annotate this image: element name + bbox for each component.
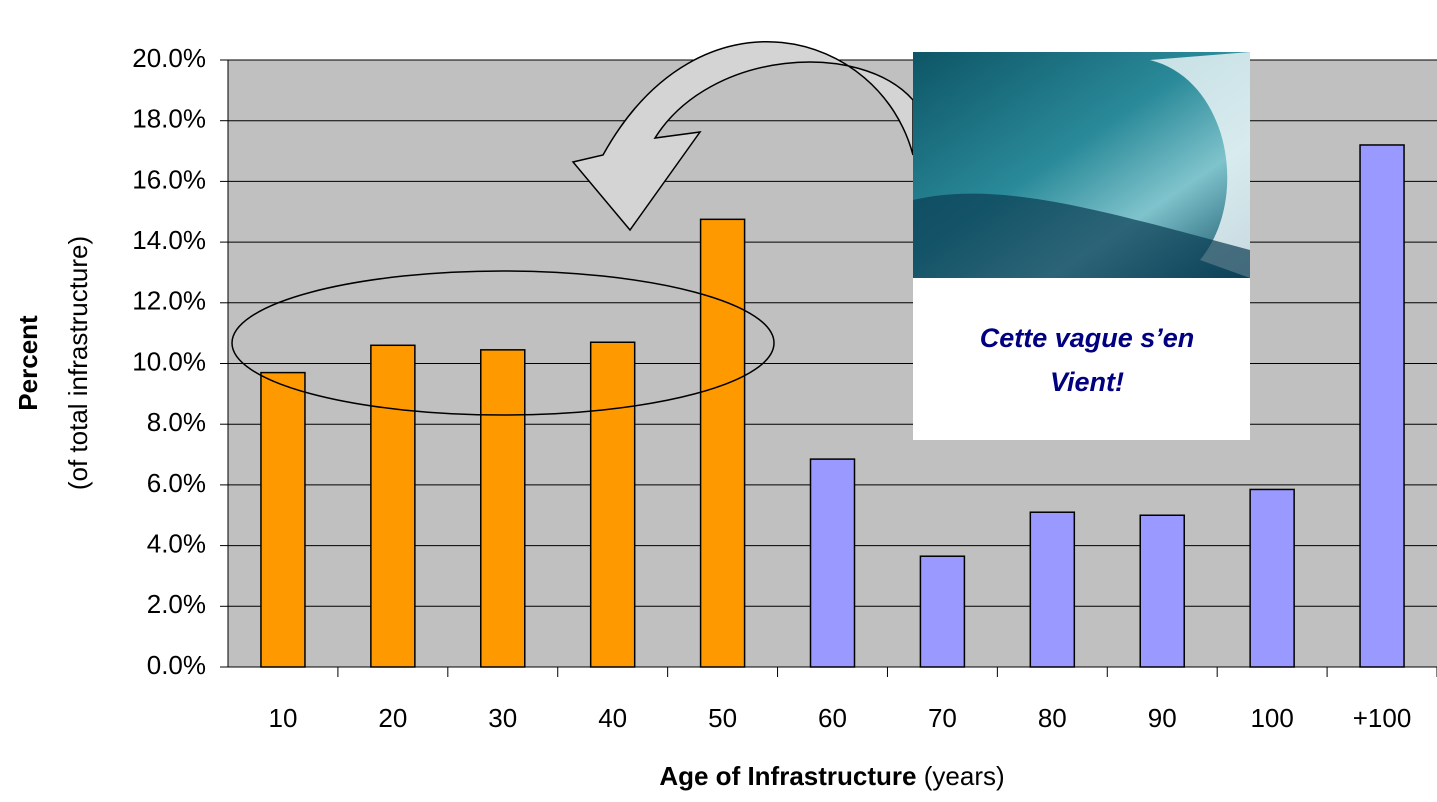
bar <box>589 341 636 668</box>
x-tick-label: 30 <box>488 703 517 733</box>
arrow <box>571 41 914 232</box>
x-axis-title: Age of Infrastructure (years) <box>659 761 1004 791</box>
y-tick-label: 10.0% <box>132 346 206 376</box>
caption-box <box>913 278 1250 440</box>
y-tick-label: 6.0% <box>147 468 206 498</box>
x-tick-label: 10 <box>268 703 297 733</box>
y-tick-label: 16.0% <box>132 164 206 194</box>
x-axis-title-main: Age of Infrastructure <box>659 761 916 791</box>
bar <box>260 371 306 668</box>
annotation-line: Cette vague s’en <box>980 323 1195 353</box>
wave-base <box>913 193 1250 278</box>
bar <box>370 344 416 668</box>
y-axis-subtitle: (of total infrastructure) <box>63 236 93 490</box>
annotation-line: Vient! <box>1050 367 1124 397</box>
x-tick-label: +100 <box>1353 703 1412 733</box>
x-tick-label: 40 <box>598 703 627 733</box>
x-tick-label: 20 <box>378 703 407 733</box>
annotation: Cette vague s’en Vient! <box>980 323 1195 397</box>
highlight-ellipse <box>231 270 775 416</box>
y-tick-label: 4.0% <box>147 528 206 558</box>
wave-crest <box>1150 52 1250 278</box>
x-tick-label: 50 <box>708 703 737 733</box>
y-tick-label: 20.0% <box>132 43 206 73</box>
bar <box>919 555 966 668</box>
y-tick-label: 0.0% <box>147 650 206 680</box>
bar <box>480 349 526 668</box>
y-tick-label: 14.0% <box>132 225 206 255</box>
y-tick-label: 18.0% <box>132 104 206 134</box>
x-tick-label: 90 <box>1148 703 1177 733</box>
bar <box>1359 144 1405 668</box>
y-tick-label: 2.0% <box>147 589 206 619</box>
bar <box>1029 511 1076 668</box>
x-axis-units: (years) <box>924 761 1005 791</box>
y-axis-title: Percent <box>13 315 43 411</box>
y-tick-label: 12.0% <box>132 286 206 316</box>
bar <box>699 218 746 668</box>
bar <box>1139 514 1185 668</box>
x-tick-label: 70 <box>928 703 957 733</box>
x-tick-label: 100 <box>1250 703 1293 733</box>
x-tick-label: 80 <box>1038 703 1067 733</box>
bar <box>809 458 856 668</box>
y-tick-label: 8.0% <box>147 407 206 437</box>
bar <box>1249 488 1295 668</box>
x-tick-label: 60 <box>818 703 847 733</box>
